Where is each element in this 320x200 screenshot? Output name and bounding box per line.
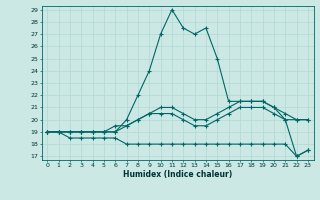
X-axis label: Humidex (Indice chaleur): Humidex (Indice chaleur) [123, 170, 232, 179]
